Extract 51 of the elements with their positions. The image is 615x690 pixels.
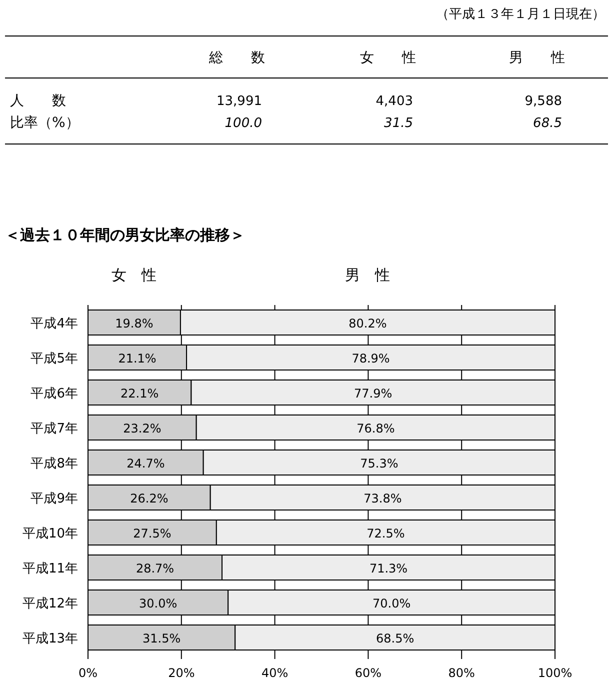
x-tick-label: 80% — [448, 666, 475, 680]
data-label: 78.9% — [352, 352, 390, 366]
data-label: 27.5% — [133, 526, 172, 540]
category-label: 総 数 — [208, 50, 265, 66]
x-tick-label: 0% — [78, 666, 98, 680]
x-tick-label: 40% — [261, 666, 288, 680]
category-label: 女 性 — [360, 50, 416, 66]
data-label: 71.3% — [369, 562, 408, 576]
data-label: 75.3% — [360, 456, 398, 470]
data-label: 70.0% — [372, 596, 411, 610]
data-label: 21.1% — [118, 352, 156, 366]
series-label: 男 性 — [345, 266, 390, 284]
data-label: 76.8% — [356, 422, 395, 436]
y-tick-label: 平成10年 — [22, 526, 78, 542]
category-label: 男 性 — [509, 50, 565, 66]
category-label: 比率（%） — [10, 115, 80, 131]
y-tick-label: 平成12年 — [22, 596, 78, 612]
text: 31.5 — [384, 116, 413, 131]
data-label: 23.2% — [123, 422, 162, 436]
data-label: 26.2% — [130, 492, 168, 506]
x-tick-label: 20% — [168, 666, 195, 680]
data-label: 19.8% — [115, 316, 154, 330]
data-label: 28.7% — [136, 562, 174, 576]
text: 68.5 — [533, 116, 562, 131]
data-label: 68.5% — [376, 632, 414, 646]
data-label: 31.5% — [142, 632, 181, 646]
y-tick-label: 平成13年 — [22, 632, 78, 646]
data-label: 22.1% — [120, 386, 159, 400]
y-tick-label: 平成4年 — [30, 316, 78, 332]
data-label: 72.5% — [366, 526, 405, 540]
data-label: 24.7% — [126, 456, 165, 470]
y-tick-label: 平成8年 — [30, 456, 78, 472]
data-label: 77.9% — [354, 386, 392, 400]
y-tick-label: 平成9年 — [30, 492, 78, 506]
series-label: 女 性 — [112, 266, 157, 284]
data-label: 30.0% — [138, 596, 178, 610]
category-label: 人 数 — [10, 93, 66, 109]
chart-title: ＜過去１０年間の男女比率の推移＞ — [5, 226, 245, 244]
text: 9,588 — [524, 94, 562, 109]
y-tick-label: 平成5年 — [30, 352, 78, 366]
text: （平成１３年１月１日現在） — [436, 7, 605, 22]
x-tick-label: 100% — [538, 666, 572, 680]
y-tick-label: 平成6年 — [30, 386, 78, 402]
y-tick-label: 平成11年 — [22, 562, 78, 576]
text: 100.0 — [224, 116, 262, 131]
data-label: 73.8% — [364, 492, 402, 506]
x-tick-label: 60% — [354, 666, 382, 680]
text: 13,991 — [216, 94, 262, 109]
text: 4,403 — [376, 94, 413, 109]
y-tick-label: 平成7年 — [30, 422, 78, 436]
data-label: 80.2% — [348, 316, 387, 330]
